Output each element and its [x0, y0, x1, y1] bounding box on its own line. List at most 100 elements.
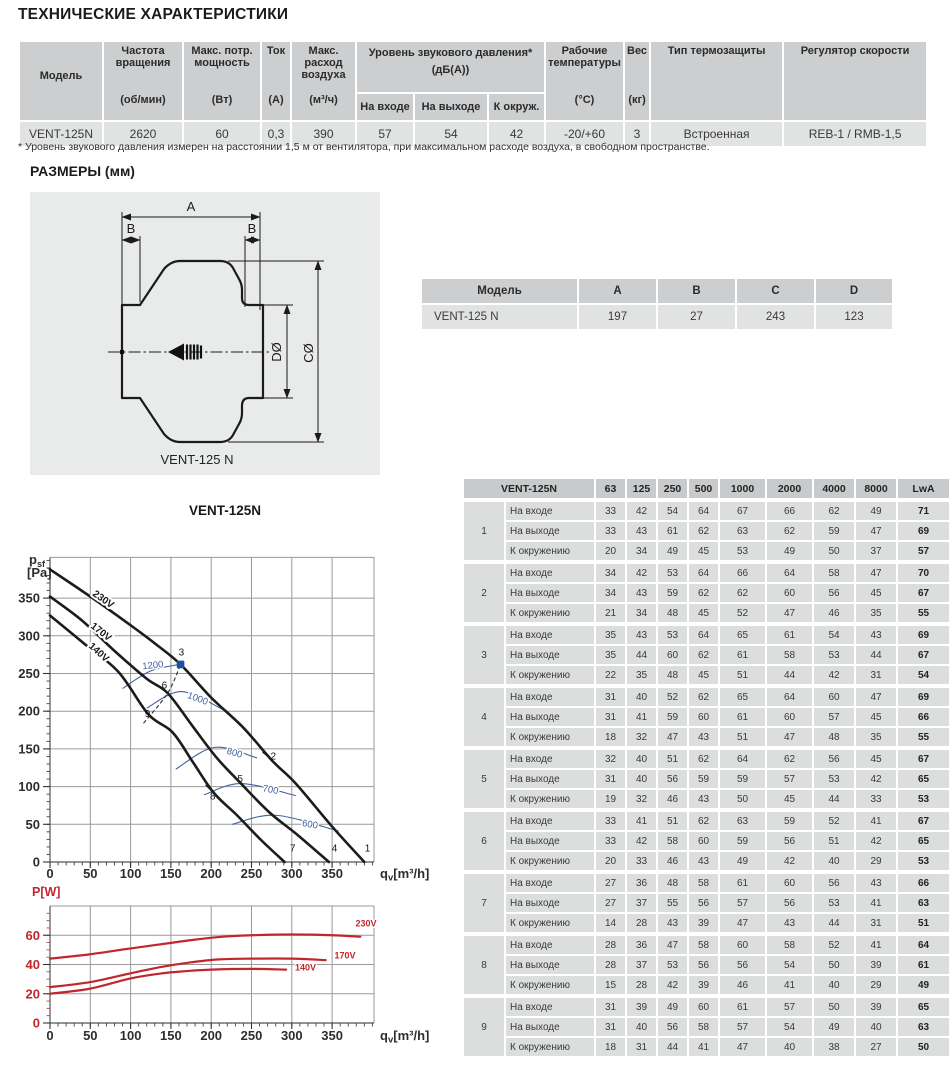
acoustic-cell: 64 — [898, 934, 949, 954]
acoustic-row: 3 На входе 35 43 53 64 65 61 54 43 69 — [464, 624, 949, 684]
spec-header-speed: Частота вращения (об/мин) — [104, 42, 182, 120]
acoustic-cell: 37 — [627, 956, 656, 974]
acoustic-cell: 44 — [767, 666, 812, 684]
acoustic-cell: 58 — [814, 562, 854, 582]
acoustic-cell: 62 — [689, 584, 718, 602]
acoustic-header-freq: LwA — [898, 479, 949, 498]
power-curve-230V — [48, 933, 362, 960]
acoustic-table-container: VENT-125N 63 125 250 500 1000 2000 4000 8000 LwA 1… — [462, 477, 951, 1058]
acoustic-cell: 58 — [689, 934, 718, 954]
acoustic-cell: 53 — [658, 956, 687, 974]
acoustic-cell: 51 — [898, 914, 949, 932]
acoustic-cell: 50 — [898, 1038, 949, 1056]
acoustic-cell: 43 — [627, 624, 656, 644]
acoustic-cell: 52 — [814, 934, 854, 954]
svg-text:250: 250 — [241, 866, 263, 881]
acoustic-cell: 44 — [627, 646, 656, 664]
acoustic-cell: 20 — [596, 542, 625, 560]
acoustic-cell: 54 — [658, 500, 687, 520]
acoustic-cell: 53 — [814, 770, 854, 788]
acoustic-cell: 39 — [856, 996, 896, 1016]
acoustic-row-label: На выходе — [506, 894, 594, 912]
acoustic-cell: 41 — [856, 934, 896, 954]
acoustic-row: К окружению 18 32 47 43 51 47 48 35 55 — [464, 728, 949, 746]
acoustic-cell: 35 — [596, 646, 625, 664]
acoustic-cell: 64 — [720, 748, 765, 768]
acoustic-cell: 37 — [627, 894, 656, 912]
dimension-d — [263, 304, 293, 399]
dims-header-b: B — [658, 279, 735, 303]
svg-text:8: 8 — [210, 791, 216, 802]
acoustic-cell: 64 — [767, 686, 812, 706]
acoustic-group-number: 3 — [464, 624, 504, 684]
page-title: ТЕХНИЧЕСКИЕ ХАРАКТЕРИСТИКИ — [18, 6, 289, 23]
dimension-b-left — [121, 236, 141, 302]
svg-text:350: 350 — [321, 866, 343, 881]
pressure-chart-title: VENT-125N — [189, 503, 261, 518]
spec-value-temperature: -20/+60 — [546, 122, 623, 146]
acoustic-cell: 50 — [814, 996, 854, 1016]
acoustic-row-label: На входе — [506, 872, 594, 892]
curve-140V — [48, 614, 286, 864]
spec-header-model: Модель — [20, 42, 102, 120]
acoustic-row: К окружению 20 34 49 45 53 49 50 37 57 — [464, 542, 949, 560]
acoustic-row-label: На выходе — [506, 584, 594, 602]
spec-value-sound-outlet: 54 — [415, 122, 487, 146]
acoustic-cell: 45 — [856, 748, 896, 768]
center-mark — [120, 350, 124, 354]
svg-text:9: 9 — [145, 709, 151, 720]
acoustic-cell: 54 — [898, 666, 949, 684]
dimensions-table: Модель A B C D VENT-125 N 197 27 243 123 — [420, 277, 894, 331]
acoustic-table: VENT-125N 63 125 250 500 1000 2000 4000 8000 LwA 1… — [462, 477, 951, 1058]
acoustic-cell: 69 — [898, 686, 949, 706]
acoustic-header-freq: 8000 — [856, 479, 896, 498]
spec-value-current: 0,3 — [262, 122, 290, 146]
spec-value-sound-inlet: 57 — [357, 122, 413, 146]
acoustic-cell: 45 — [689, 666, 718, 684]
acoustic-cell: 60 — [689, 708, 718, 726]
acoustic-cell: 61 — [720, 646, 765, 664]
acoustic-cell: 49 — [856, 500, 896, 520]
acoustic-cell: 56 — [658, 770, 687, 788]
acoustic-cell: 21 — [596, 604, 625, 622]
acoustic-cell: 40 — [767, 1038, 812, 1056]
dims-value-model: VENT-125 N — [422, 305, 577, 329]
dimension-b-right — [244, 236, 261, 307]
acoustic-cell: 56 — [658, 1018, 687, 1036]
acoustic-cell: 67 — [898, 646, 949, 664]
chart-grid — [46, 905, 375, 1027]
chart-axis-labels: 0 50 100 150 200 250 300 350 0 20 40 60 — [26, 928, 343, 1043]
acoustic-row: На выходе 28 37 53 56 56 54 50 39 61 — [464, 956, 949, 974]
acoustic-cell: 36 — [627, 872, 656, 892]
acoustic-cell: 35 — [627, 666, 656, 684]
pressure-chart: VENT-125N 0 50 100 150 200 250 300 350 0 50 100 150 2… — [18, 503, 429, 884]
dims-row: VENT-125 N 197 27 243 123 — [422, 305, 892, 329]
acoustic-row: На выходе 33 42 58 60 59 56 51 42 65 — [464, 832, 949, 850]
svg-text:170V: 170V — [88, 621, 113, 644]
acoustic-row-label: На входе — [506, 810, 594, 830]
acoustic-row-label: На входе — [506, 500, 594, 520]
acoustic-cell: 59 — [767, 810, 812, 830]
acoustic-cell: 50 — [720, 790, 765, 808]
svg-text:0: 0 — [46, 866, 53, 881]
acoustic-cell: 43 — [856, 872, 896, 892]
acoustic-cell: 56 — [814, 584, 854, 602]
acoustic-cell: 61 — [767, 624, 812, 644]
acoustic-cell: 53 — [898, 852, 949, 870]
spec-header-airflow: Макс. расход воздуха (м³/ч) — [292, 42, 355, 120]
acoustic-row: 2 На входе 34 42 53 64 66 64 58 47 70 — [464, 562, 949, 622]
acoustic-cell: 66 — [767, 500, 812, 520]
dims-value-b: 27 — [658, 305, 735, 329]
acoustic-cell: 47 — [720, 1038, 765, 1056]
acoustic-cell: 60 — [767, 708, 812, 726]
acoustic-cell: 61 — [720, 996, 765, 1016]
acoustic-cell: 60 — [767, 584, 812, 602]
acoustic-cell: 47 — [856, 562, 896, 582]
acoustic-row: 6 На входе 33 41 51 62 63 59 52 41 67 — [464, 810, 949, 870]
drawing-model-label: VENT-125 N — [161, 452, 234, 467]
acoustic-cell: 69 — [898, 624, 949, 644]
acoustic-cell: 48 — [658, 872, 687, 892]
acoustic-cell: 39 — [689, 914, 718, 932]
acoustic-cell: 18 — [596, 728, 625, 746]
